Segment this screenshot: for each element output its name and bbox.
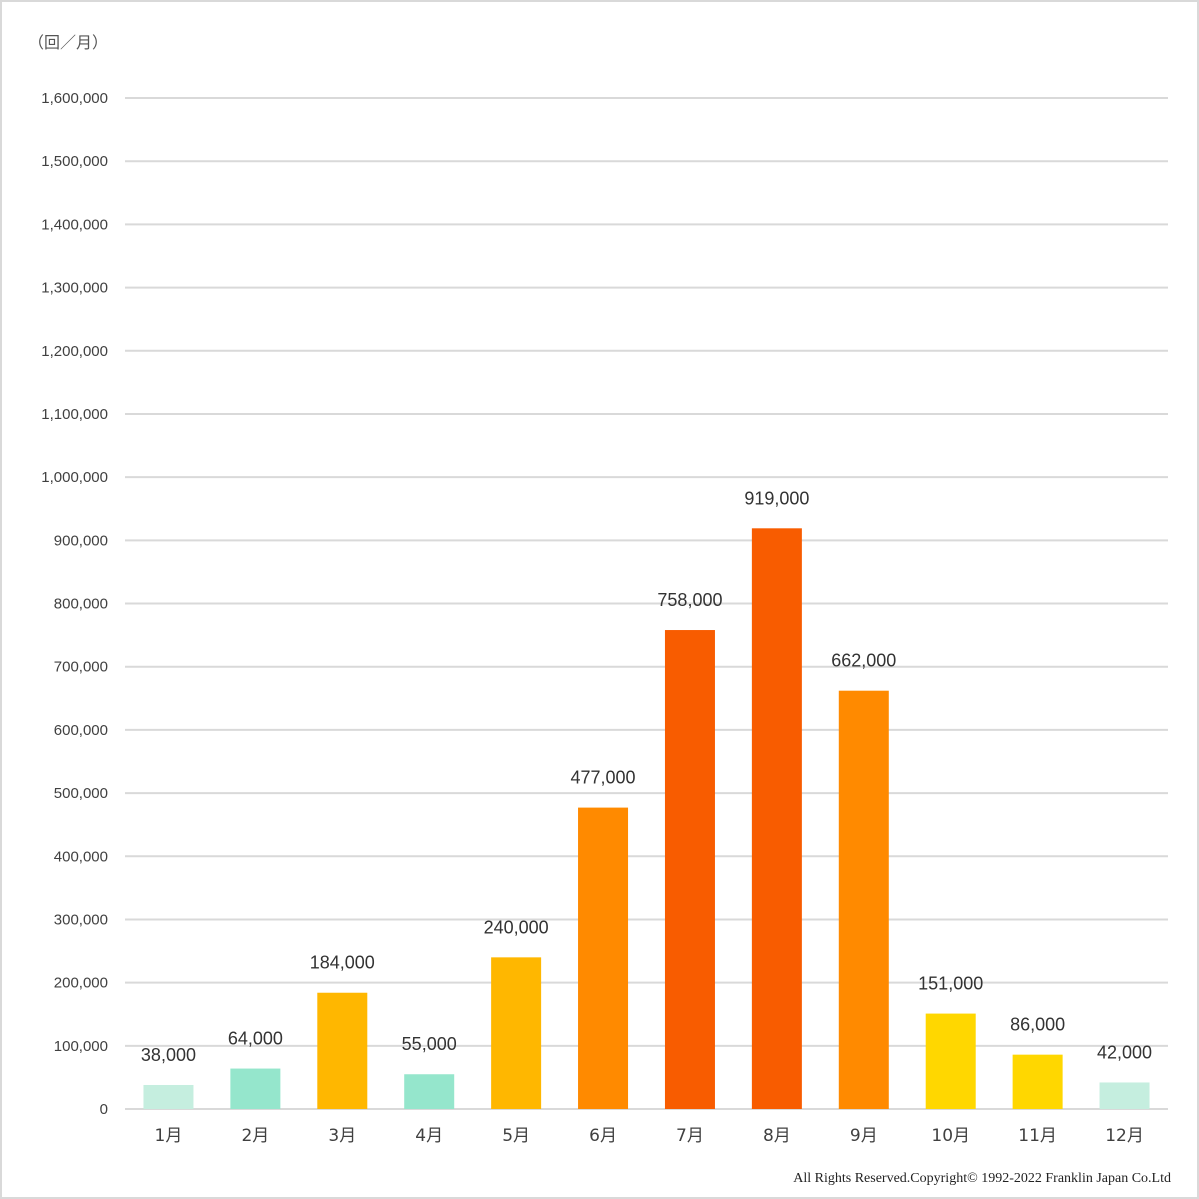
bar-8 xyxy=(751,528,802,1109)
y-tick-label: 200,000 xyxy=(54,975,108,992)
y-tick-label: 1,400,000 xyxy=(41,216,108,233)
y-tick-label: 1,000,000 xyxy=(41,469,108,486)
bar-2 xyxy=(230,1068,281,1109)
data-label-3: 184,000 xyxy=(310,953,375,973)
y-tick-label: 1,600,000 xyxy=(41,90,108,107)
bar-4 xyxy=(404,1074,455,1109)
bar-12 xyxy=(1099,1082,1150,1109)
data-label-11: 86,000 xyxy=(1010,1015,1065,1035)
data-label-5: 240,000 xyxy=(484,917,549,937)
copyright-notice: All Rights Reserved.Copyright© 1992-2022… xyxy=(793,1171,1171,1186)
bar-3 xyxy=(317,992,368,1109)
data-label-12: 42,000 xyxy=(1097,1042,1152,1062)
y-tick-label: 900,000 xyxy=(54,532,108,549)
x-tick-label-2: 2月 xyxy=(241,1126,269,1146)
bar-11 xyxy=(1012,1054,1063,1109)
bar-5 xyxy=(491,957,542,1109)
y-tick-label: 800,000 xyxy=(54,596,108,613)
bar-6 xyxy=(578,807,629,1109)
y-tick-label: 1,300,000 xyxy=(41,280,108,297)
x-tick-label-6: 6月 xyxy=(589,1126,617,1146)
x-tick-label-10: 10月 xyxy=(931,1126,970,1146)
y-tick-label: 300,000 xyxy=(54,911,108,928)
y-tick-label: 1,200,000 xyxy=(41,343,108,360)
y-tick-label: 0 xyxy=(100,1101,108,1118)
y-axis-unit-label: （回／月） xyxy=(28,33,108,52)
x-tick-label-11: 11月 xyxy=(1018,1126,1057,1146)
y-tick-label: 400,000 xyxy=(54,848,108,865)
data-label-10: 151,000 xyxy=(918,974,983,994)
data-label-8: 919,000 xyxy=(744,488,809,508)
data-label-2: 64,000 xyxy=(228,1029,283,1049)
y-axis-ticks: 0 100,000 200,000 300,000 400,000 500,000 600,… xyxy=(41,90,108,1118)
x-tick-label-3: 3月 xyxy=(328,1126,356,1146)
y-tick-label: 500,000 xyxy=(54,785,108,802)
x-tick-label-7: 7月 xyxy=(676,1126,704,1146)
y-tick-label: 700,000 xyxy=(54,659,108,676)
y-tick-label: 100,000 xyxy=(54,1038,108,1055)
x-tick-label-12: 12月 xyxy=(1105,1126,1144,1146)
x-tick-label-1: 1月 xyxy=(155,1126,183,1146)
bars xyxy=(143,528,1150,1109)
y-tick-label: 1,100,000 xyxy=(41,406,108,423)
bar-1 xyxy=(143,1084,194,1109)
x-tick-label-9: 9月 xyxy=(850,1126,878,1146)
x-tick-label-5: 5月 xyxy=(502,1126,530,1146)
x-tick-label-8: 8月 xyxy=(763,1126,791,1146)
data-label-7: 758,000 xyxy=(657,590,722,610)
bar-9 xyxy=(838,690,889,1109)
data-label-6: 477,000 xyxy=(571,768,636,788)
x-tick-label-4: 4月 xyxy=(415,1126,443,1146)
data-label-9: 662,000 xyxy=(831,651,896,671)
bar-7 xyxy=(664,630,715,1109)
data-labels: 38,000 64,000 184,000 55,000 240,000 477,000 7… xyxy=(141,488,1152,1065)
data-label-4: 55,000 xyxy=(402,1034,457,1054)
gridlines xyxy=(125,97,1168,1110)
y-tick-label: 600,000 xyxy=(54,722,108,739)
x-axis-ticks: 1月 2月 3月 4月 5月 6月 7月 8月 9月 10月 11月 12月 xyxy=(155,1126,1144,1146)
y-tick-label: 1,500,000 xyxy=(41,153,108,170)
data-label-1: 38,000 xyxy=(141,1045,196,1065)
bar-10 xyxy=(925,1013,976,1109)
